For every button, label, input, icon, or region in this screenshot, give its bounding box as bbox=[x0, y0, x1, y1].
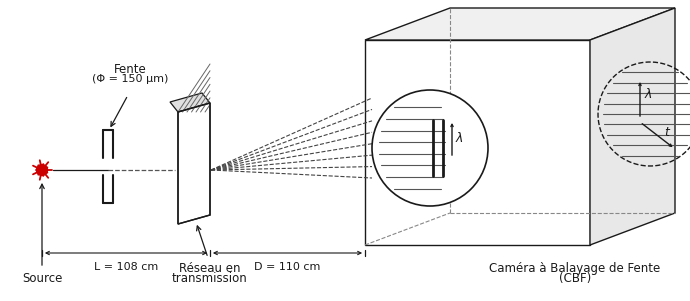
Text: D = 110 cm: D = 110 cm bbox=[255, 262, 321, 272]
Polygon shape bbox=[590, 8, 675, 245]
Polygon shape bbox=[365, 8, 675, 40]
Text: Réseau en: Réseau en bbox=[179, 262, 241, 275]
Text: t: t bbox=[664, 126, 669, 138]
Text: λ: λ bbox=[645, 88, 652, 101]
Text: Source: Source bbox=[22, 272, 62, 285]
Text: L = 108 cm: L = 108 cm bbox=[94, 262, 158, 272]
Text: (Φ = 150 μm): (Φ = 150 μm) bbox=[92, 74, 168, 84]
Text: Caméra à Balayage de Fente: Caméra à Balayage de Fente bbox=[489, 262, 660, 275]
Polygon shape bbox=[170, 93, 210, 112]
Polygon shape bbox=[365, 40, 590, 245]
Ellipse shape bbox=[372, 90, 488, 206]
Text: (CBF): (CBF) bbox=[559, 272, 591, 285]
Text: transmission: transmission bbox=[172, 272, 248, 285]
Text: λ: λ bbox=[456, 132, 464, 144]
Polygon shape bbox=[178, 103, 210, 224]
Circle shape bbox=[37, 165, 48, 175]
Text: Fente: Fente bbox=[114, 63, 146, 76]
